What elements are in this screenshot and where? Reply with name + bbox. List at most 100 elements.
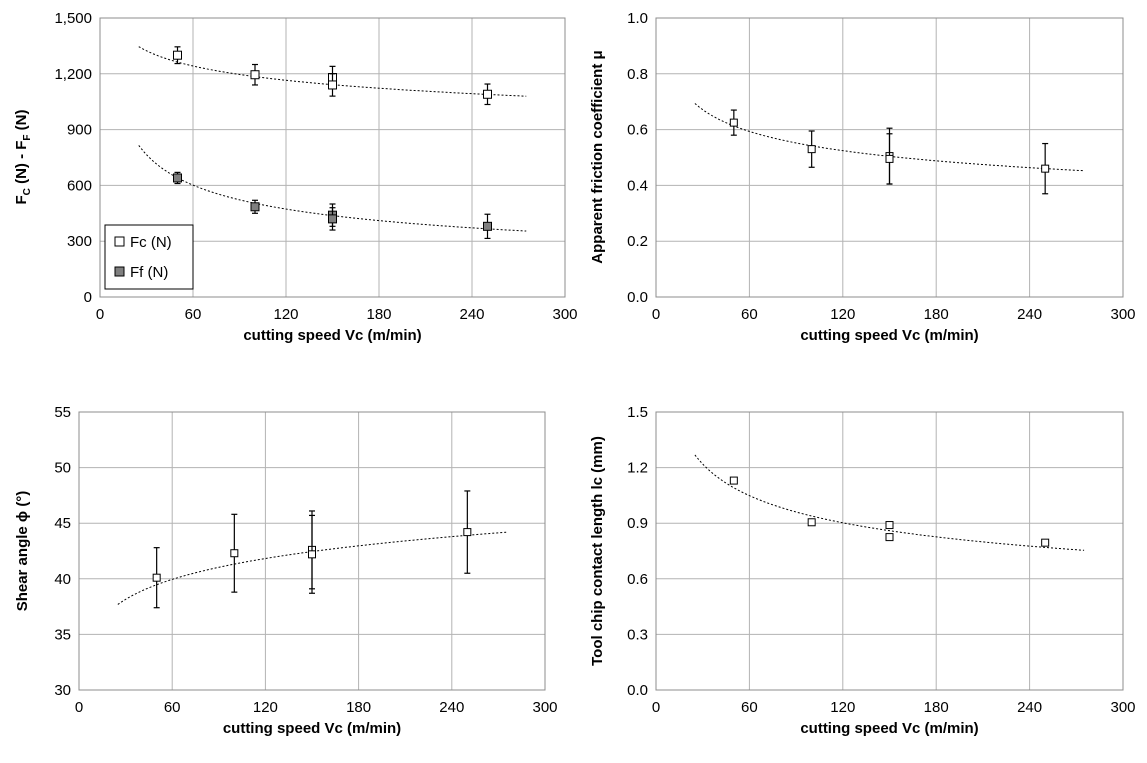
y-tick-label: 0.8 — [627, 66, 648, 83]
trendline — [694, 454, 1085, 551]
y-tick-label: 55 — [54, 404, 71, 421]
legend-marker — [114, 266, 125, 277]
plot-frame — [78, 411, 546, 691]
x-axis-label: cutting speed Vc (m/min) — [243, 327, 421, 344]
legend-box — [104, 224, 194, 290]
legend: Fc (N) Ff (N) — [104, 224, 194, 290]
y-tick-label: 40 — [54, 571, 71, 588]
x-tick-label: 180 — [924, 306, 949, 323]
y-tick-label: 35 — [54, 626, 71, 643]
data-point — [729, 118, 738, 127]
legend-label: Ff (N) — [130, 264, 168, 281]
y-axis-label-part: F — [13, 195, 30, 204]
x-axis-label: cutting speed Vc (m/min) — [800, 720, 978, 737]
y-tick-label: 1,200 — [54, 66, 92, 83]
data-point — [885, 154, 894, 163]
trendline — [138, 145, 527, 232]
y-tick-label: 0.0 — [627, 289, 648, 306]
chart-panel-1: 0 60 120 180 240 300 0 300 600 900 1,200 1,500 cutti… — [13, 10, 578, 344]
plot-frame — [655, 17, 1124, 298]
x-tick-label: 0 — [75, 699, 83, 716]
y-tick-label: 0.9 — [627, 515, 648, 532]
x-tick-label: 120 — [830, 699, 855, 716]
x-tick-label: 180 — [346, 699, 371, 716]
data-point — [230, 549, 239, 558]
plot-frame — [655, 411, 1124, 691]
x-tick-label: 240 — [1017, 699, 1042, 716]
y-tick-label: 0.2 — [627, 233, 648, 250]
x-tick-label: 60 — [185, 306, 202, 323]
x-tick-label: 120 — [253, 699, 278, 716]
data-point — [250, 202, 260, 212]
chart-panel-2: 0 60 120 180 240 300 0.0 0.2 0.4 0.6 0.8 1.0 cutting… — [589, 10, 1136, 344]
y-tick-label: 0.6 — [627, 571, 648, 588]
x-tick-label: 180 — [924, 699, 949, 716]
legend-marker — [114, 236, 125, 247]
x-tick-label: 240 — [1017, 306, 1042, 323]
y-tick-label: 300 — [67, 233, 92, 250]
data-point — [807, 145, 816, 154]
y-axis-label: Shear angle ϕ (°) — [14, 491, 31, 612]
y-tick-label: 0.6 — [627, 122, 648, 139]
y-tick-label: 900 — [67, 122, 92, 139]
x-tick-label: 300 — [1110, 699, 1135, 716]
y-axis-label: Tool chip contact length lc (mm) — [589, 436, 606, 666]
series-1 — [117, 490, 507, 609]
data-point — [308, 550, 316, 559]
data-point — [885, 533, 894, 542]
data-point — [173, 173, 182, 183]
data-point — [328, 214, 337, 224]
x-tick-label: 60 — [741, 699, 758, 716]
series-1 — [138, 46, 527, 106]
data-point — [483, 221, 492, 231]
data-point — [173, 50, 182, 60]
data-point — [1041, 164, 1050, 173]
chart-panel-4: 0 60 120 180 240 300 0.0 0.3 0.6 0.9 1.2 1.5 cutting… — [589, 404, 1136, 737]
legend-label: Fc (N) — [130, 234, 172, 251]
y-tick-label: 1.5 — [627, 404, 648, 421]
plot-frame — [99, 17, 566, 298]
trendline — [117, 531, 507, 605]
data-point — [250, 70, 260, 80]
x-tick-label: 60 — [164, 699, 181, 716]
x-tick-label: 300 — [532, 699, 557, 716]
y-tick-label: 1,500 — [54, 10, 92, 27]
x-tick-label: 240 — [439, 699, 464, 716]
x-tick-label: 0 — [96, 306, 104, 323]
x-tick-label: 180 — [366, 306, 391, 323]
y-axis-label-part: (N) — [13, 110, 30, 135]
y-tick-label: 600 — [67, 177, 92, 194]
data-point — [885, 521, 894, 530]
series-1 — [694, 103, 1085, 195]
data-point — [807, 518, 816, 527]
x-tick-label: 300 — [552, 306, 577, 323]
y-axis-label-part: C — [22, 188, 33, 195]
y-axis-label-part: (N) - F — [13, 141, 30, 188]
trendline — [138, 46, 527, 97]
y-tick-label: 45 — [54, 515, 71, 532]
y-tick-label: 50 — [54, 460, 71, 477]
data-point — [463, 528, 472, 537]
x-tick-label: 0 — [652, 699, 660, 716]
y-tick-label: 0.0 — [627, 682, 648, 699]
x-tick-label: 120 — [830, 306, 855, 323]
x-axis-label: cutting speed Vc (m/min) — [800, 327, 978, 344]
x-axis-label: cutting speed Vc (m/min) — [223, 720, 401, 737]
x-tick-label: 300 — [1110, 306, 1135, 323]
series-1 — [694, 454, 1085, 551]
x-tick-label: 60 — [741, 306, 758, 323]
x-tick-label: 0 — [652, 306, 660, 323]
y-axis-label: Apparent friction coefficient μ — [589, 50, 606, 263]
y-tick-label: 0.4 — [627, 177, 648, 194]
data-point — [1041, 538, 1050, 547]
series-2 — [138, 145, 527, 240]
y-tick-label: 30 — [54, 682, 71, 699]
y-tick-label: 0.3 — [627, 626, 648, 643]
data-point — [152, 573, 161, 582]
data-point — [729, 476, 738, 485]
y-tick-label: 0 — [84, 289, 92, 306]
y-axis-label-part: F — [22, 135, 33, 141]
data-point — [328, 80, 337, 90]
x-tick-label: 240 — [459, 306, 484, 323]
